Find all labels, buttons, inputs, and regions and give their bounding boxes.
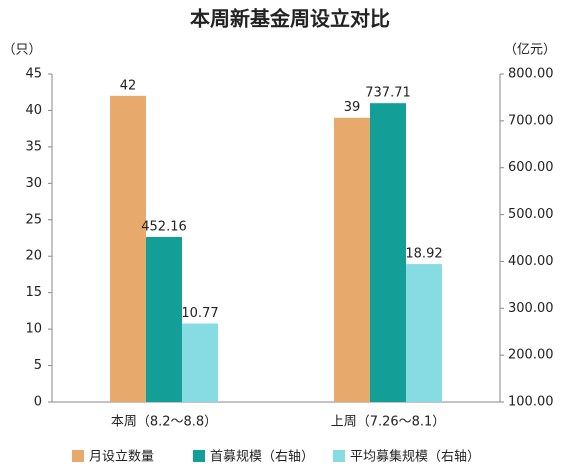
legend-swatch xyxy=(333,450,345,462)
bar xyxy=(370,103,406,402)
x-tick-label: 上周（7.26～8.1） xyxy=(331,415,446,430)
legend-label: 平均募集规模（右轴） xyxy=(350,449,480,465)
chart-title: 本周新基金周设立对比 xyxy=(190,7,390,31)
y-tick-label: 20 xyxy=(25,249,42,264)
data-label: 737.71 xyxy=(365,86,411,101)
data-label: 10.77 xyxy=(181,306,218,321)
data-label: 18.92 xyxy=(405,247,442,262)
bar xyxy=(334,117,370,402)
legend-label: 月设立数量 xyxy=(89,450,154,465)
y-tick-label: 10 xyxy=(25,322,42,337)
y2-tick-label: 800.00 xyxy=(508,67,554,82)
y-tick-label: 5 xyxy=(34,358,42,373)
legend-label: 首募规模（右轴） xyxy=(210,450,314,465)
y-tick-label: 40 xyxy=(25,103,42,118)
y2-tick-label: 600.00 xyxy=(508,160,554,175)
y2-tick-label: 500.00 xyxy=(508,207,554,222)
y2-tick-label: 200.00 xyxy=(508,348,554,363)
bar xyxy=(110,95,146,402)
y-tick-label: 35 xyxy=(25,139,42,154)
bar xyxy=(146,236,182,402)
y2-axis-label: （亿元） xyxy=(504,43,556,58)
y-tick-label: 0 xyxy=(34,395,42,410)
y-tick-label: 45 xyxy=(25,67,42,82)
y2-tick-label: 300.00 xyxy=(508,301,554,316)
y-axis-label: （只） xyxy=(2,43,41,58)
bar xyxy=(406,264,442,402)
y-tick-label: 15 xyxy=(25,285,42,300)
x-tick-label: 本周（8.2～8.8） xyxy=(111,415,217,430)
data-label: 452.16 xyxy=(141,219,187,234)
y2-tick-label: 100.00 xyxy=(508,395,554,410)
y2-tick-label: 400.00 xyxy=(508,254,554,269)
data-label: 42 xyxy=(120,78,137,93)
data-label: 39 xyxy=(344,100,361,115)
legend-swatch xyxy=(193,450,205,462)
y-tick-label: 25 xyxy=(25,212,42,227)
legend-swatch xyxy=(72,450,84,462)
y-tick-label: 30 xyxy=(25,176,42,191)
bar xyxy=(182,323,218,402)
y2-tick-label: 700.00 xyxy=(508,113,554,128)
